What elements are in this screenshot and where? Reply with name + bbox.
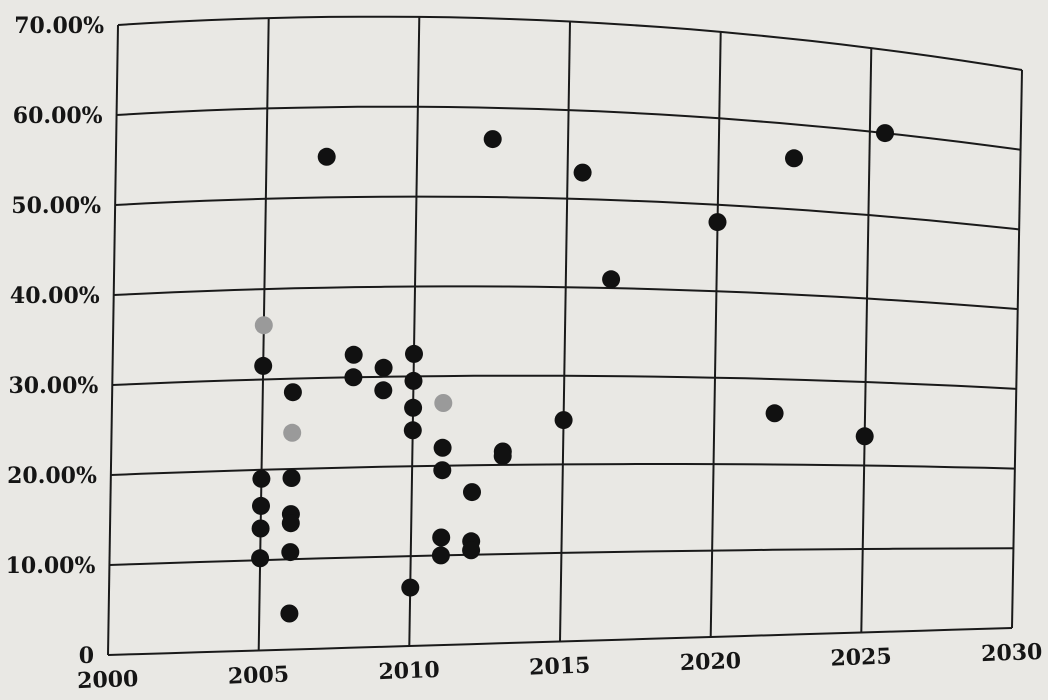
x-tick-label: 2015 xyxy=(529,652,591,680)
data-point xyxy=(251,549,270,568)
data-point xyxy=(433,438,452,457)
data-point xyxy=(344,345,363,364)
x-tick-label: 2005 xyxy=(227,661,289,689)
data-point xyxy=(493,447,512,465)
data-point xyxy=(462,541,481,560)
data-point xyxy=(404,398,423,417)
data-point xyxy=(281,514,300,533)
data-point xyxy=(405,344,423,363)
data-point xyxy=(282,469,301,487)
data-point xyxy=(765,404,784,423)
v-gridline xyxy=(860,48,873,633)
data-point xyxy=(855,427,874,446)
data-point xyxy=(433,461,452,480)
data-point xyxy=(374,358,393,377)
y-tick-label: 0 xyxy=(79,643,94,669)
y-tick-label: 70.00% xyxy=(14,13,104,39)
data-point xyxy=(431,546,450,565)
data-point xyxy=(401,578,420,597)
x-tick-label: 2025 xyxy=(830,643,892,671)
data-point-faded xyxy=(254,316,273,335)
grid xyxy=(107,15,1023,656)
data-point xyxy=(403,421,422,440)
data-point xyxy=(602,270,621,289)
v-gridline xyxy=(107,24,119,656)
y-tick-label: 40.00% xyxy=(10,283,100,309)
y-tick-label: 60.00% xyxy=(13,103,103,129)
data-point xyxy=(876,124,894,143)
data-point xyxy=(708,213,727,232)
data-points xyxy=(251,124,894,623)
y-tick-label: 50.00% xyxy=(11,193,101,219)
data-point xyxy=(463,483,481,502)
y-tick-label: 20.00% xyxy=(7,463,97,489)
data-point xyxy=(404,371,423,390)
v-gridline xyxy=(408,16,421,647)
data-point xyxy=(283,383,302,402)
x-tick-label: 2010 xyxy=(378,657,440,685)
x-tick-label: 2030 xyxy=(981,639,1043,667)
data-point xyxy=(344,368,363,387)
data-point xyxy=(785,149,803,168)
x-tick-label: 2020 xyxy=(679,648,741,676)
v-gridline xyxy=(257,18,270,651)
y-tick-label: 10.00% xyxy=(6,553,96,579)
data-point xyxy=(374,381,393,400)
v-gridline xyxy=(1011,69,1023,629)
data-point-faded xyxy=(283,423,302,442)
data-point-faded xyxy=(434,394,453,412)
data-point xyxy=(252,469,271,488)
data-point xyxy=(432,528,451,547)
y-tick-label: 30.00% xyxy=(9,373,99,399)
data-point xyxy=(281,543,300,562)
data-point xyxy=(251,519,270,538)
x-tick-label: 2000 xyxy=(77,666,139,694)
v-gridline xyxy=(559,21,571,642)
data-point xyxy=(483,130,502,149)
data-point xyxy=(280,604,299,623)
data-point xyxy=(252,496,270,515)
data-point xyxy=(573,163,592,182)
data-point xyxy=(554,411,573,430)
v-gridline xyxy=(709,31,722,638)
data-point xyxy=(317,147,336,166)
tick-labels: 0 10.00% 20.00% 30.00% 40.00% 50.00% 60.00% 70.… xyxy=(6,13,1043,694)
data-point xyxy=(254,356,273,375)
